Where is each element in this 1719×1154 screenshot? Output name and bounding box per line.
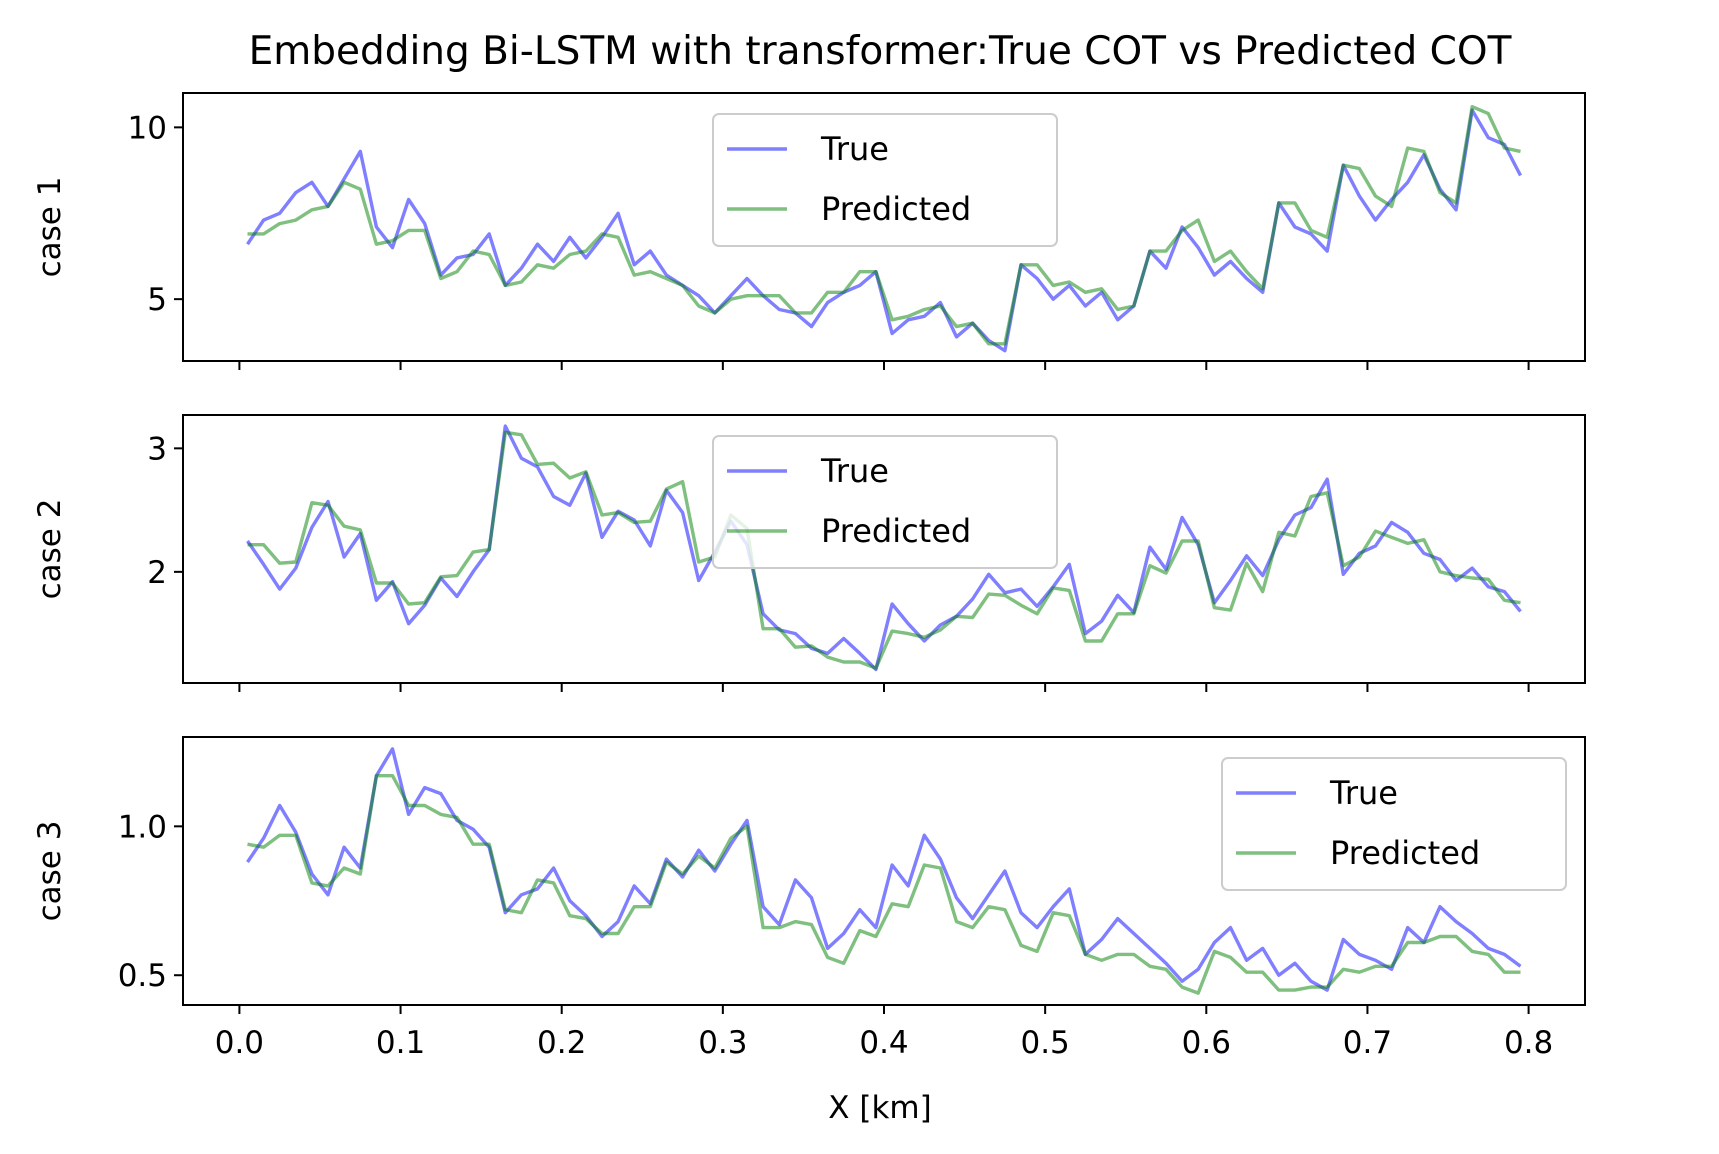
series-line-predicted <box>247 430 1521 670</box>
x-tick-label: 0.4 <box>859 1025 908 1061</box>
subplot-case-1: 5 10 case 1 True Predicted <box>32 92 1586 370</box>
legend-label-predicted: Predicted <box>1330 834 1480 872</box>
x-tick-label: 0.6 <box>1182 1025 1231 1061</box>
subplot-case-2: 2 3 case 2 True Predicted <box>32 414 1586 692</box>
legend-label-predicted: Predicted <box>821 512 971 550</box>
subplot-case-3: 0.0 0.1 0.2 0.3 0.4 0.5 0.6 0.7 0.8 0.5 1.0 case 3 T… <box>32 736 1586 1061</box>
y-tick-label: 10 <box>128 110 167 146</box>
y-axis-label: case 1 <box>32 177 68 278</box>
y-axis-label: case 3 <box>32 821 68 922</box>
x-tick-label: 0.5 <box>1020 1025 1069 1061</box>
series-line-true <box>246 424 1522 672</box>
legend-frame <box>1221 757 1567 891</box>
x-tick-label: 0.1 <box>376 1025 425 1061</box>
legend-label-true: True <box>1329 774 1398 812</box>
series-line-predicted <box>247 104 1521 346</box>
x-tick-label: 0.3 <box>698 1025 747 1061</box>
x-tick-label: 0.0 <box>215 1025 264 1061</box>
legend-label-true: True <box>820 452 889 490</box>
chart-title: Embedding Bi-LSTM with transformer:True … <box>249 29 1512 74</box>
legend-frame <box>712 435 1058 569</box>
x-tick-label: 0.2 <box>537 1025 586 1061</box>
legend: True Predicted <box>712 113 1058 247</box>
legend: True Predicted <box>712 435 1058 569</box>
x-axis-label: X [km] <box>828 1090 931 1126</box>
y-tick-label: 3 <box>147 431 167 467</box>
x-tick-label: 0.8 <box>1504 1025 1553 1061</box>
y-tick-label: 2 <box>147 555 167 591</box>
legend: True Predicted <box>1221 757 1567 891</box>
y-axis-label: case 2 <box>32 499 68 600</box>
legend-label-true: True <box>820 130 889 168</box>
y-tick-label: 1.0 <box>118 809 167 845</box>
series-line-predicted <box>247 774 1521 995</box>
x-tick-label: 0.7 <box>1343 1025 1392 1061</box>
y-tick-label: 0.5 <box>118 958 167 994</box>
series-line-true <box>246 108 1523 353</box>
y-tick-label: 5 <box>147 282 167 318</box>
legend-frame <box>712 113 1058 247</box>
legend-label-predicted: Predicted <box>821 190 971 228</box>
